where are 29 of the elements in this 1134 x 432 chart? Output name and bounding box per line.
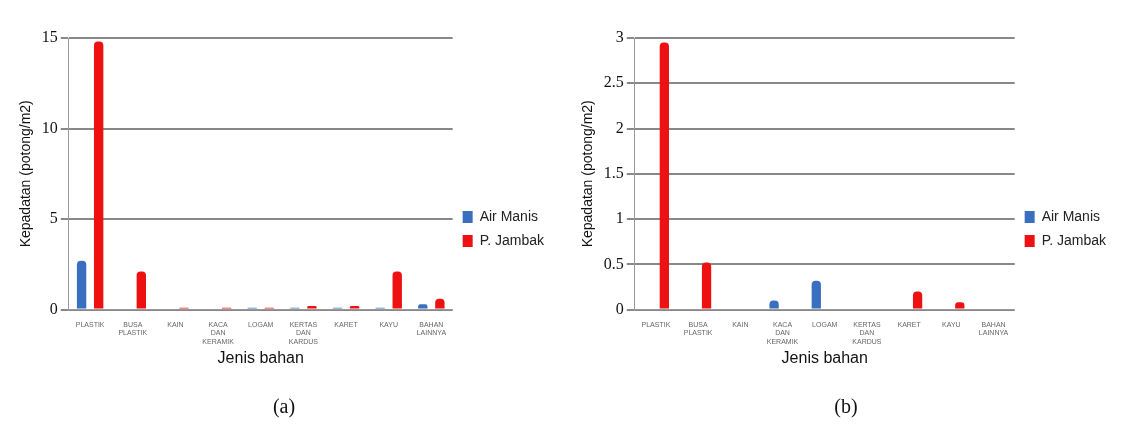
text: (b) xyxy=(834,395,858,419)
y-tick-label: 2.5 xyxy=(603,73,624,91)
x-axis-title: Jenis bahan xyxy=(781,348,868,366)
bar xyxy=(76,260,87,309)
bar xyxy=(811,280,821,309)
bar xyxy=(701,262,712,309)
text: (a) xyxy=(272,395,296,419)
bar xyxy=(912,291,923,309)
y-tick-label: 5 xyxy=(49,209,58,227)
legend-label: P. Jambak xyxy=(479,231,545,248)
y-tick-label: 0 xyxy=(615,299,624,317)
bar xyxy=(659,42,669,309)
legend-label: P. Jambak xyxy=(1041,231,1107,248)
y-tick-label: 15 xyxy=(41,28,58,46)
y-tick-label: 1 xyxy=(615,209,624,227)
legend-label: Air Manis xyxy=(479,207,539,224)
y-tick-label: 3 xyxy=(615,28,624,46)
y-tick-label: 10 xyxy=(41,118,58,136)
y-tick-label: 2 xyxy=(615,118,624,136)
y-tick-label: 0.5 xyxy=(603,254,624,272)
y-tick-label: 1.5 xyxy=(603,164,624,181)
bar xyxy=(93,41,104,309)
y-axis-title: Kepadatan (potong/m2) xyxy=(17,100,34,248)
bar xyxy=(392,271,402,309)
bar xyxy=(136,271,146,309)
x-axis-title: Jenis bahan xyxy=(217,348,304,366)
y-tick-label: 0 xyxy=(49,299,58,317)
legend-label: Air Manis xyxy=(1041,207,1101,224)
y-axis-title: Kepadatan (potong/m2) xyxy=(579,100,596,248)
